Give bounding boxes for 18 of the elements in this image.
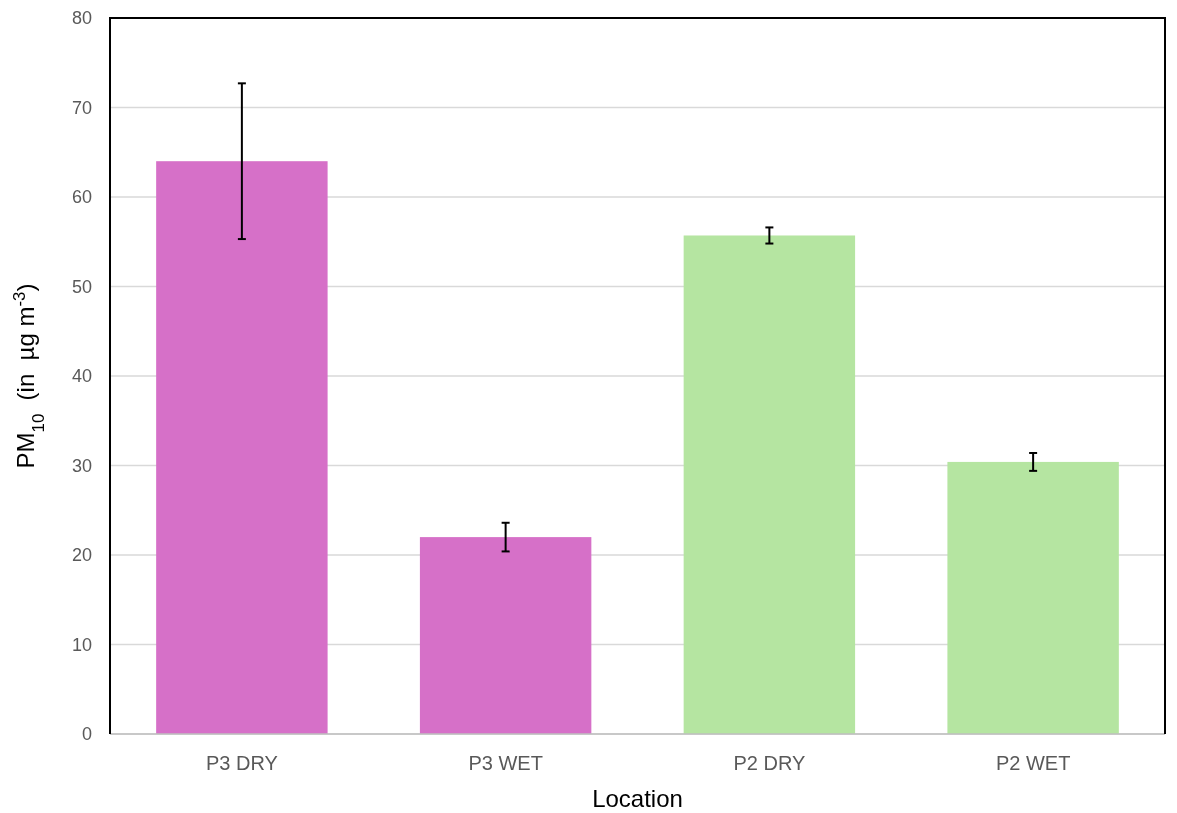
bar — [947, 461, 1119, 734]
bar — [683, 235, 856, 734]
x-tick-label: P3 DRY — [205, 752, 278, 774]
x-tick-label: P2 DRY — [733, 752, 806, 774]
x-tick-label: P3 WET — [468, 752, 543, 774]
y-tick-label: 0 — [81, 724, 92, 745]
x-axis-title: Location — [592, 785, 683, 812]
y-tick-label: 30 — [71, 455, 92, 476]
y-tick-label: 80 — [71, 8, 92, 29]
y-tick-label: 40 — [71, 366, 92, 387]
bar — [419, 537, 592, 734]
y-tick-label: 60 — [71, 187, 92, 208]
x-tick-label: P2 WET — [995, 752, 1071, 774]
bar — [156, 161, 328, 734]
y-tick-label: 20 — [71, 545, 92, 566]
y-tick-label: 50 — [71, 276, 92, 297]
y-tick-label: 70 — [71, 97, 92, 118]
y-tick-label: 10 — [71, 634, 92, 655]
